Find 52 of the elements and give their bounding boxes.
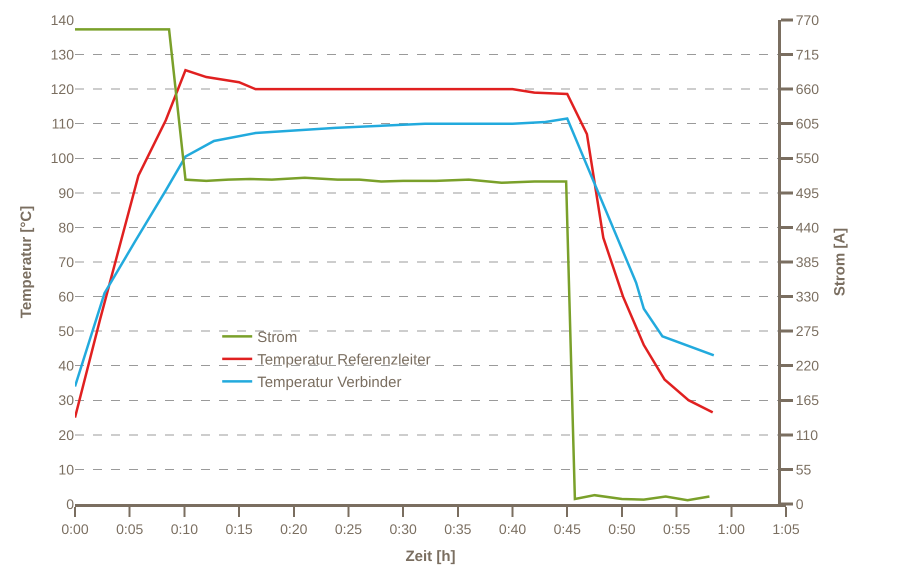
y-tick-label: 100 [50,150,74,166]
y-tick-label: 30 [58,392,74,408]
y2-tick-label: 220 [796,358,820,374]
x-tick-label: 0:30 [390,520,417,537]
x-tick-label: 0:00 [61,520,89,537]
y-tick-label: 70 [58,254,74,270]
legend-label: Strom [257,329,298,346]
y2-axis-title: Strom [A] [831,228,848,296]
y-tick-label: 50 [58,323,74,340]
y2-tick-label: 715 [796,46,820,62]
y-tick-label: 60 [58,288,74,304]
x-tick-label: 0:50 [608,520,636,537]
x-tick-label: 1:05 [772,520,800,537]
x-tick-label: 0:25 [334,520,362,537]
y-tick-label: 40 [58,358,74,374]
y-tick-label: 120 [50,81,74,98]
y-tick-label: 140 [50,12,74,28]
y2-tick-label: 605 [796,116,820,132]
x-tick-label: 0:45 [554,520,582,537]
y-tick-label: 110 [52,116,74,132]
x-axis-title: Zeit [h] [406,548,456,565]
y2-tick-label: 770 [796,12,820,28]
y2-tick-label: 165 [796,392,820,408]
legend-label: Temperatur Verbinder [257,374,402,392]
x-tick-label: 0:20 [280,520,308,537]
y-tick-label: 10 [58,461,74,478]
x-tick-label: 0:40 [498,520,526,537]
y-axis-title: Temperatur [°C] [18,206,35,318]
x-tick-label: 1:00 [718,520,746,537]
y2-tick-label: 330 [796,288,820,304]
y2-tick-label: 550 [796,150,820,166]
y-tick-label: 90 [58,184,74,201]
y2-tick-label: 275 [796,323,820,340]
legend-label: Temperatur Referenzleiter [257,352,431,369]
y2-tick-label: 440 [796,219,820,236]
y2-tick-label: 0 [796,496,804,512]
y2-tick-label: 110 [796,426,818,443]
y2-tick-label: 495 [796,184,820,201]
x-tick-label: 0:55 [662,520,690,537]
x-tick-label: 0:05 [116,520,144,537]
y2-tick-label: 385 [796,254,820,270]
x-tick-label: 0:35 [444,520,472,537]
line-series [75,28,711,502]
y-tick-label: 20 [58,426,74,443]
line-series [75,68,714,419]
y-tick-label: 0 [66,496,74,512]
x-tick-label: 0:15 [225,520,253,537]
y-tick-label: 130 [50,46,74,62]
y2-tick-label: 55 [796,461,812,478]
y2-tick-label: 660 [796,81,820,98]
y-tick-label: 80 [58,219,74,236]
x-tick-label: 0:10 [170,520,198,537]
